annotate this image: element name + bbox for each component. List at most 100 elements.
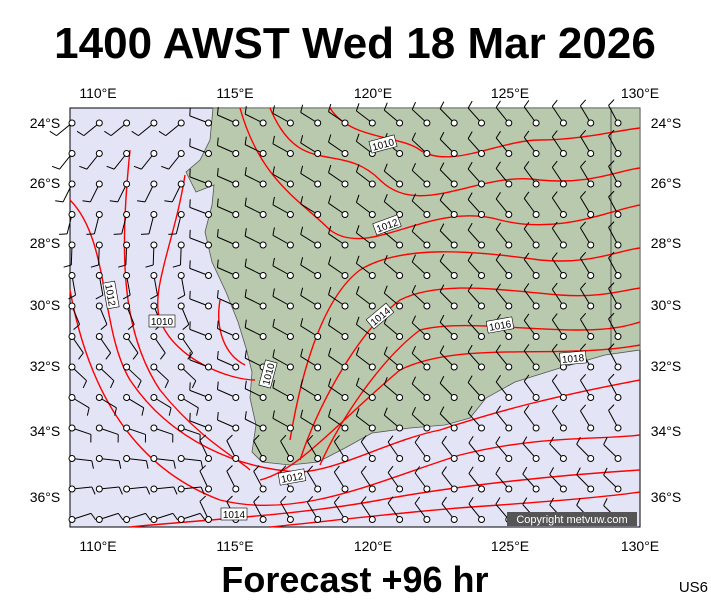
station <box>95 211 103 218</box>
station <box>478 333 485 340</box>
station <box>286 119 294 127</box>
barb-feather <box>355 408 360 417</box>
barb-feather <box>523 100 530 108</box>
station <box>259 333 267 340</box>
barb-feather <box>439 253 445 262</box>
station <box>150 150 158 157</box>
title: 1400 AWST Wed 18 Mar 2026 <box>54 19 656 68</box>
barb-feather <box>355 255 360 264</box>
lat-label: 34°S <box>30 423 61 439</box>
barb-feather <box>523 161 530 169</box>
barb-feather <box>360 465 367 473</box>
station <box>150 119 158 127</box>
barb-feather <box>439 284 445 292</box>
barb-feather <box>216 411 219 421</box>
barb-feather <box>216 167 219 177</box>
station <box>68 302 76 310</box>
barb-feather <box>495 497 501 505</box>
isobar-value: 1018 <box>562 353 586 366</box>
station <box>314 241 322 249</box>
barb-feather <box>439 375 445 384</box>
barb-feather <box>95 294 104 300</box>
station <box>532 241 540 249</box>
station <box>532 211 540 218</box>
barb-feather <box>280 465 287 472</box>
barb-feather <box>355 164 360 173</box>
station <box>150 241 158 249</box>
station <box>259 180 267 188</box>
barb-feather <box>549 467 555 475</box>
lat-label: 30°S <box>651 297 682 313</box>
wind-barbs <box>49 99 622 523</box>
station <box>587 485 595 493</box>
station <box>68 363 76 371</box>
barb-feather <box>272 410 275 419</box>
station <box>259 302 267 310</box>
station <box>423 424 431 432</box>
station <box>314 363 322 371</box>
station <box>614 424 622 432</box>
station <box>423 272 431 279</box>
barb-feather <box>523 313 530 321</box>
station <box>368 211 376 218</box>
barb-feather <box>522 436 528 444</box>
station <box>396 150 404 157</box>
station <box>396 119 404 127</box>
barb-feather <box>145 264 154 268</box>
station <box>450 211 458 218</box>
station <box>341 363 349 371</box>
isobar <box>218 299 246 366</box>
station <box>505 211 513 218</box>
barb-feather <box>104 130 112 137</box>
barb-feather <box>300 318 304 327</box>
isobar <box>269 491 641 528</box>
barb-feather <box>216 106 219 116</box>
barb-feather <box>91 486 96 495</box>
barb-feather <box>580 312 587 320</box>
isobar <box>319 321 641 466</box>
station <box>341 333 349 340</box>
barb-feather <box>272 257 275 266</box>
barb-feather <box>253 434 260 442</box>
lat-label: 28°S <box>651 235 682 251</box>
station <box>150 211 158 218</box>
station <box>123 516 131 523</box>
station <box>614 180 622 188</box>
station <box>341 150 349 157</box>
station <box>68 424 76 432</box>
station <box>68 485 76 493</box>
station <box>286 394 294 401</box>
station <box>423 363 431 371</box>
station <box>478 211 485 218</box>
station <box>341 516 349 523</box>
barb-feather <box>439 101 445 109</box>
station <box>95 424 103 432</box>
barb-feather <box>328 195 332 204</box>
barb-feather <box>495 436 501 444</box>
station <box>505 363 513 371</box>
station <box>205 455 212 462</box>
station <box>314 150 322 157</box>
station <box>532 180 540 188</box>
barb-feather <box>551 404 558 412</box>
barb-feather <box>495 161 501 169</box>
barb-feather <box>133 165 142 170</box>
isobar-label: 1014 <box>220 507 248 521</box>
station <box>423 394 431 401</box>
barb-feather <box>150 294 158 300</box>
station <box>123 302 131 310</box>
station <box>205 150 212 157</box>
barb-feather <box>580 404 587 412</box>
station <box>205 272 212 279</box>
station <box>505 241 513 249</box>
barb-feather <box>63 264 72 268</box>
barb-feather <box>495 222 501 230</box>
station <box>341 394 349 401</box>
station <box>368 394 376 401</box>
station <box>68 272 76 279</box>
barb-feather <box>307 495 314 503</box>
barb-feather <box>118 460 122 469</box>
barb-feather <box>253 465 260 472</box>
barb-feather <box>495 466 501 475</box>
station <box>396 180 404 188</box>
